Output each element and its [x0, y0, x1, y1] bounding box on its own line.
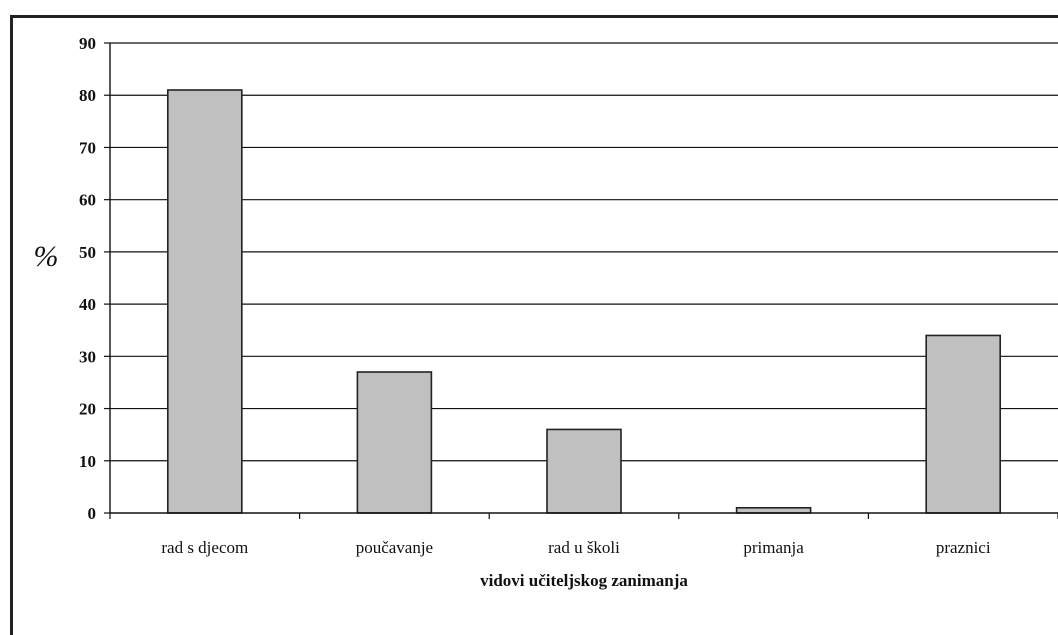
x-category-label: primanja: [743, 538, 804, 557]
y-tick-label: 70: [79, 138, 96, 157]
x-axis-label: vidovi učiteljskog zanimanja: [480, 571, 688, 590]
y-tick-label: 50: [79, 243, 96, 262]
bars: [167, 89, 1002, 514]
y-tick-label: 80: [79, 86, 96, 105]
x-category-label: rad s djecom: [161, 538, 248, 557]
y-axis-label: %: [34, 240, 59, 273]
gridlines: [110, 42, 1058, 462]
y-tick-label: 30: [79, 347, 96, 366]
y-tick-label: 10: [79, 452, 96, 471]
bar-1: [356, 371, 433, 514]
y-tick-label: 0: [88, 504, 97, 523]
y-tick-label: 60: [79, 191, 96, 210]
y-tick-label: 90: [79, 34, 96, 53]
axes: [109, 43, 1058, 519]
bar-chart: 0 10 20 30 40 50 60 70 80 90 rad s djecom poučavan…: [34, 34, 1058, 590]
x-category-label: praznici: [936, 538, 991, 557]
y-tick-labels: 0 10 20 30 40 50 60 70 80 90: [79, 34, 110, 523]
y-tick-label: 20: [79, 400, 96, 419]
bar-4: [925, 334, 1002, 514]
chart-frame: [10, 15, 1058, 635]
bar-3: [735, 506, 812, 514]
bar-2: [546, 428, 622, 514]
bar-0: [167, 89, 243, 514]
x-category-label: poučavanje: [356, 538, 433, 557]
x-category-label: rad u školi: [548, 538, 620, 557]
y-tick-label: 40: [79, 295, 96, 314]
x-category-labels: rad s djecom poučavanje rad u školi primanj…: [161, 538, 990, 557]
